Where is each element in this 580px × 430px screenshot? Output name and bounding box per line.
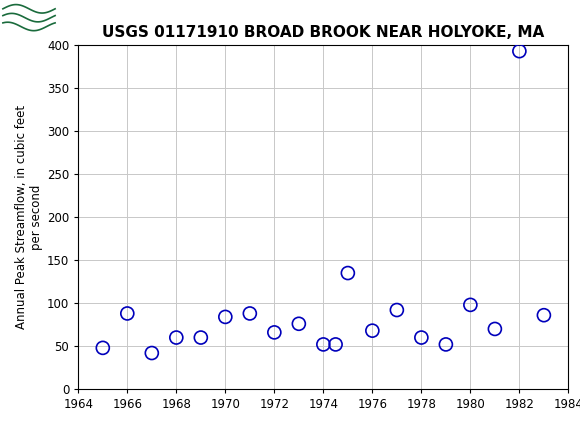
Y-axis label: Annual Peak Streamflow, in cubic feet
per second: Annual Peak Streamflow, in cubic feet pe…: [15, 105, 43, 329]
Point: [441, 341, 451, 348]
Point: [466, 301, 475, 308]
Point: [392, 307, 401, 313]
Title: USGS 01171910 BROAD BROOK NEAR HOLYOKE, MA: USGS 01171910 BROAD BROOK NEAR HOLYOKE, …: [102, 25, 545, 40]
Point: [417, 334, 426, 341]
Point: [514, 48, 524, 55]
Point: [98, 344, 107, 351]
Point: [122, 310, 132, 317]
Point: [294, 320, 303, 327]
Point: [539, 312, 549, 319]
Point: [368, 327, 377, 334]
Point: [245, 310, 255, 317]
FancyBboxPatch shape: [3, 3, 55, 32]
Point: [147, 350, 157, 356]
Point: [196, 334, 205, 341]
Point: [318, 341, 328, 348]
Point: [331, 341, 340, 348]
Point: [343, 270, 353, 276]
Point: [221, 313, 230, 320]
Point: [270, 329, 279, 336]
Point: [172, 334, 181, 341]
Point: [490, 326, 499, 332]
Text: USGS: USGS: [64, 8, 124, 27]
